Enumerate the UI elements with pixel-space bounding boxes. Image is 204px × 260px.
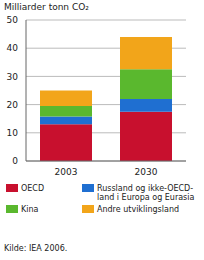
html-text:Andre utviklingsland: Andre utviklingsland bbox=[97, 205, 179, 214]
svg-text:0: 0 bbox=[12, 156, 18, 166]
svg-text:40: 40 bbox=[8, 43, 18, 53]
svg-text:10: 10 bbox=[8, 128, 18, 138]
svg-text:30: 30 bbox=[8, 72, 18, 82]
svg-text:50: 50 bbox=[8, 15, 18, 25]
svg-text:2030: 2030 bbox=[135, 167, 158, 177]
html-text:Milliarder tonn CO₂: Milliarder tonn CO₂ bbox=[4, 2, 89, 12]
svg-text:2003: 2003 bbox=[55, 167, 78, 177]
html-text:Kilde: IEA 2006.: Kilde: IEA 2006. bbox=[4, 244, 68, 253]
html-text:Russland og ikke-OECD-land i E: Russland og ikke-OECD-land i Europa og E… bbox=[97, 184, 195, 202]
html-text:OECD: OECD bbox=[21, 184, 45, 193]
svg-text:20: 20 bbox=[8, 100, 18, 110]
html-text:Kina: Kina bbox=[21, 205, 39, 214]
